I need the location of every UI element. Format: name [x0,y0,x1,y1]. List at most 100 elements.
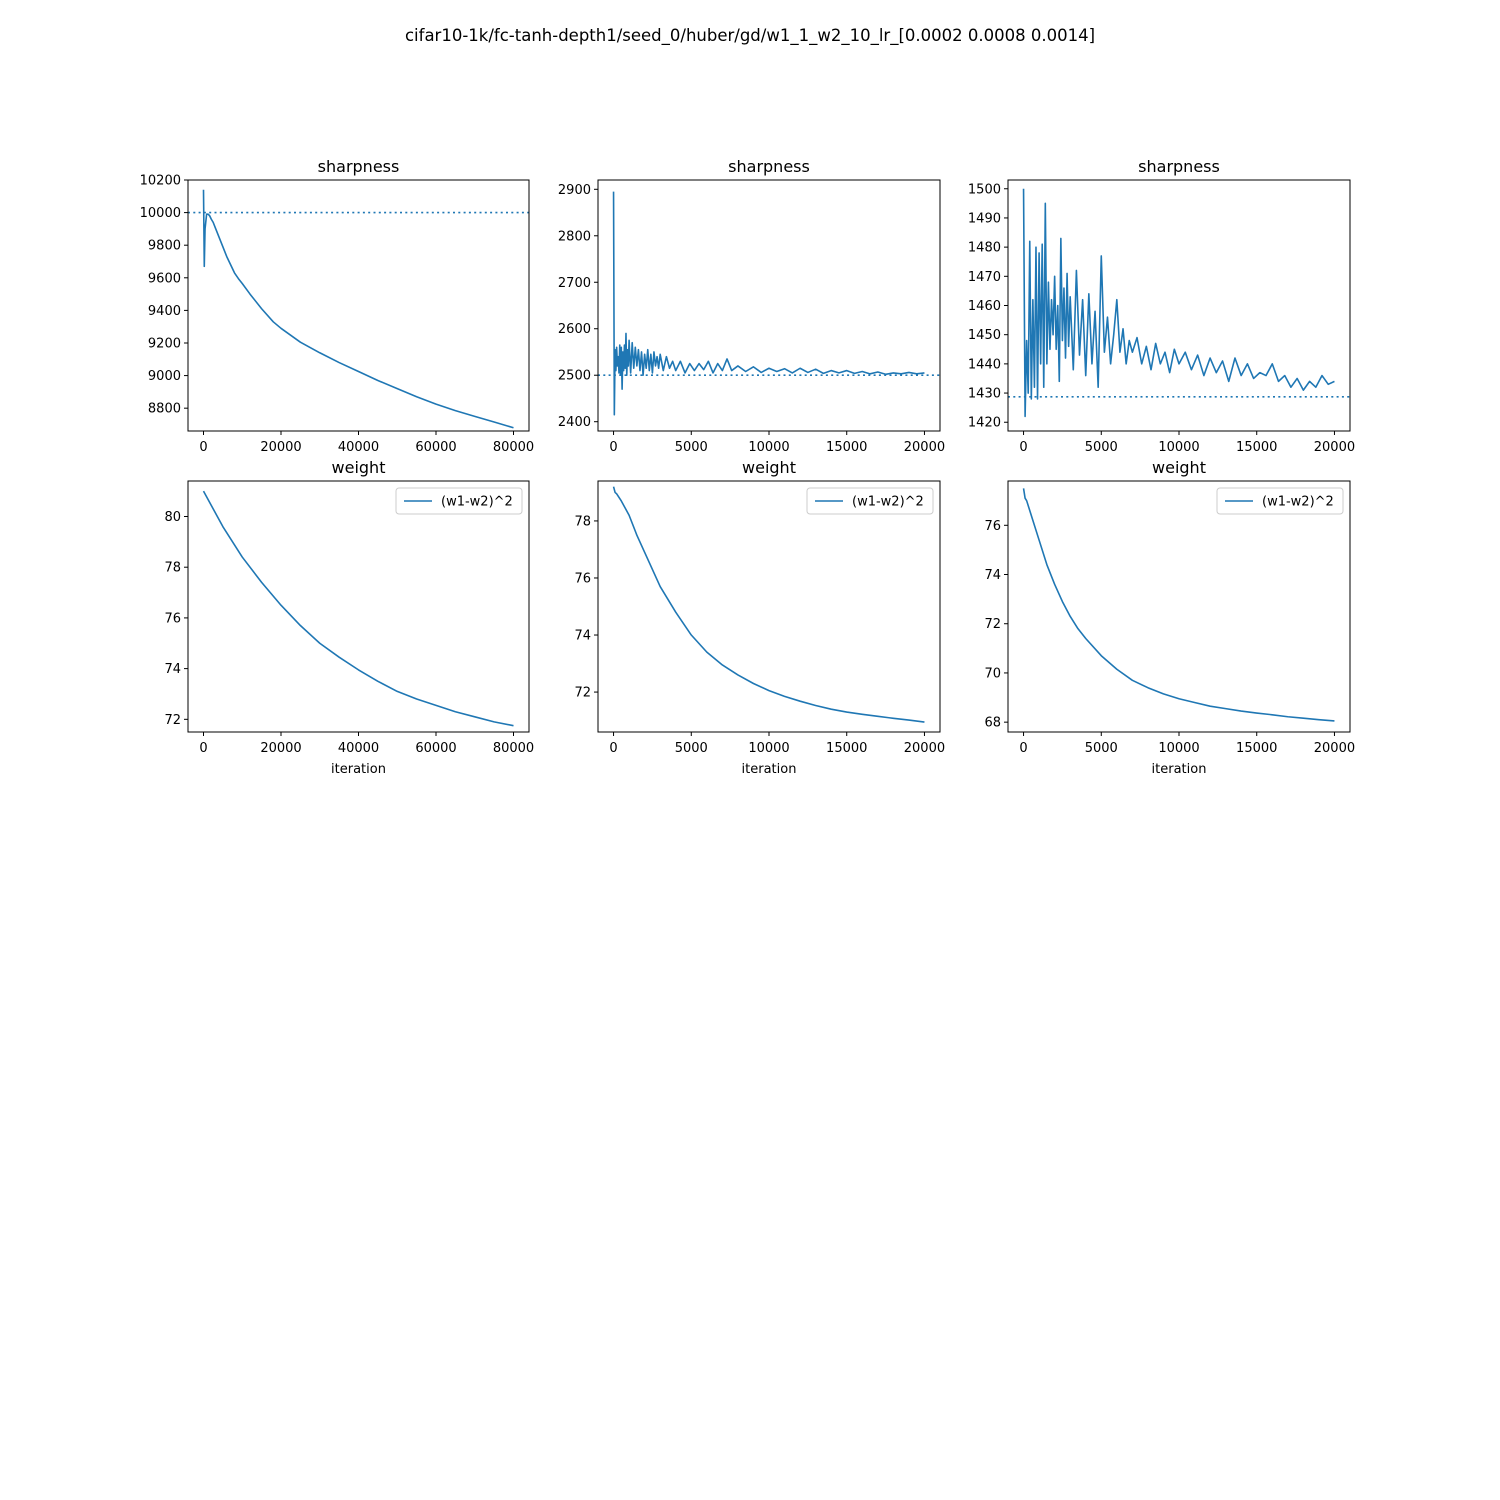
y-tick-label: 80 [164,510,181,525]
y-tick-label: 2700 [558,276,591,291]
series-line-1 [1022,188,1335,418]
subplot-3: 0 5000 10000 15000 20000 1420 1430 1440 1450 1460… [968,157,1355,455]
axes-frame [187,179,530,432]
axes-frame [1007,480,1351,733]
x-tick-label: 0 [199,440,207,455]
y-tick-label: 10200 [140,174,181,189]
y-tick-label: 9600 [148,271,181,286]
x-tick-label: 0 [609,741,617,756]
x-tick-label: 40000 [338,741,379,756]
x-tick-label: 5000 [675,440,708,455]
legend-label: (w1-w2)^2 [1262,495,1334,510]
x-tick-label: 60000 [415,741,456,756]
y-tick-label: 1430 [968,387,1001,402]
x-tick-label: 15000 [1236,440,1277,455]
subplot-2: 0 5000 10000 15000 20000 2400 2500 2600 2700 2800… [558,157,945,455]
y-tick-label: 1500 [968,182,1001,197]
x-tick-label: 20000 [904,440,945,455]
x-tick-label: 10000 [1158,440,1199,455]
y-tick-label: 1490 [968,211,1001,226]
x-tick-label: 60000 [415,440,456,455]
subplot-1: 0 20000 40000 60000 80000 8800 9000 9200 9400 960… [140,157,535,455]
series-line-1 [202,189,514,429]
x-tick-label: 0 [199,741,207,756]
x-tick-label: 20000 [260,741,301,756]
y-tick-label: 74 [574,629,591,644]
series-line-1 [612,191,925,416]
axes-frame [597,179,941,432]
subplot-title: sharpness [728,157,810,176]
y-tick-label: 8800 [148,402,181,417]
x-axis-label: iteration [331,762,386,777]
y-tick-label: 2800 [558,229,591,244]
y-tick-label: 72 [984,617,1001,632]
y-tick-label: 76 [984,519,1001,534]
x-tick-label: 40000 [338,440,379,455]
subplot-title: sharpness [1138,157,1220,176]
y-tick-label: 1440 [968,357,1001,372]
x-tick-label: 20000 [1314,440,1355,455]
y-tick-label: 78 [164,561,181,576]
x-tick-label: 15000 [826,440,867,455]
x-tick-label: 80000 [493,440,534,455]
x-tick-label: 5000 [1085,440,1118,455]
y-tick-label: 70 [984,666,1001,681]
y-tick-label: 68 [984,716,1001,731]
y-tick-label: 76 [164,611,181,626]
x-axis-label: iteration [742,762,797,777]
x-tick-label: 15000 [1236,741,1277,756]
y-tick-label: 72 [574,686,591,701]
x-tick-label: 0 [1019,741,1027,756]
y-tick-label: 1480 [968,241,1001,256]
subplot-title: weight [1152,458,1206,477]
series-line-1 [612,486,925,723]
x-tick-label: 80000 [493,741,534,756]
y-tick-label: 10000 [140,206,181,221]
y-tick-label: 9400 [148,304,181,319]
subplot-5: 0 5000 10000 15000 20000 72 74 76 78 weight iterat… [574,458,945,777]
y-tick-label: 2900 [558,183,591,198]
y-tick-label: 78 [574,514,591,529]
axes-frame [1007,179,1351,432]
y-tick-label: 9200 [148,336,181,351]
subplot-title: weight [332,458,386,477]
legend-box [395,487,523,515]
legend-label: (w1-w2)^2 [441,495,513,510]
axes-frame [597,480,941,733]
y-tick-label: 76 [574,571,591,586]
y-tick-label: 9000 [148,369,181,384]
y-tick-label: 1460 [968,299,1001,314]
x-axis-label: iteration [1152,762,1207,777]
axes-frame [187,480,530,733]
x-tick-label: 0 [609,440,617,455]
y-tick-label: 72 [164,713,181,728]
x-tick-label: 5000 [675,741,708,756]
y-tick-label: 1450 [968,328,1001,343]
y-tick-label: 2400 [558,415,591,430]
y-tick-label: 1470 [968,270,1001,285]
x-tick-label: 10000 [1158,741,1199,756]
y-tick-label: 2500 [558,369,591,384]
x-tick-label: 20000 [1314,741,1355,756]
x-tick-label: 0 [1019,440,1027,455]
series-line-1 [1022,488,1335,722]
series-line-1 [202,490,514,727]
x-tick-label: 20000 [904,741,945,756]
legend-label: (w1-w2)^2 [852,495,924,510]
figure-title: cifar10-1k/fc-tanh-depth1/seed_0/huber/g… [404,26,1096,45]
x-tick-label: 20000 [260,440,301,455]
y-tick-label: 2600 [558,322,591,337]
x-tick-label: 15000 [826,741,867,756]
subplot-title: weight [742,458,796,477]
legend-box [1216,487,1344,515]
subplot-6: 0 5000 10000 15000 20000 68 70 72 74 76 weight iter… [984,458,1355,777]
x-tick-label: 10000 [748,741,789,756]
y-tick-label: 9800 [148,239,181,254]
x-tick-label: 10000 [748,440,789,455]
y-tick-label: 1420 [968,416,1001,431]
y-tick-label: 74 [984,568,1001,583]
subplot-title: sharpness [318,157,400,176]
subplot-4: 0 20000 40000 60000 80000 72 74 76 78 80 weight ite… [164,458,534,777]
x-tick-label: 5000 [1085,741,1118,756]
